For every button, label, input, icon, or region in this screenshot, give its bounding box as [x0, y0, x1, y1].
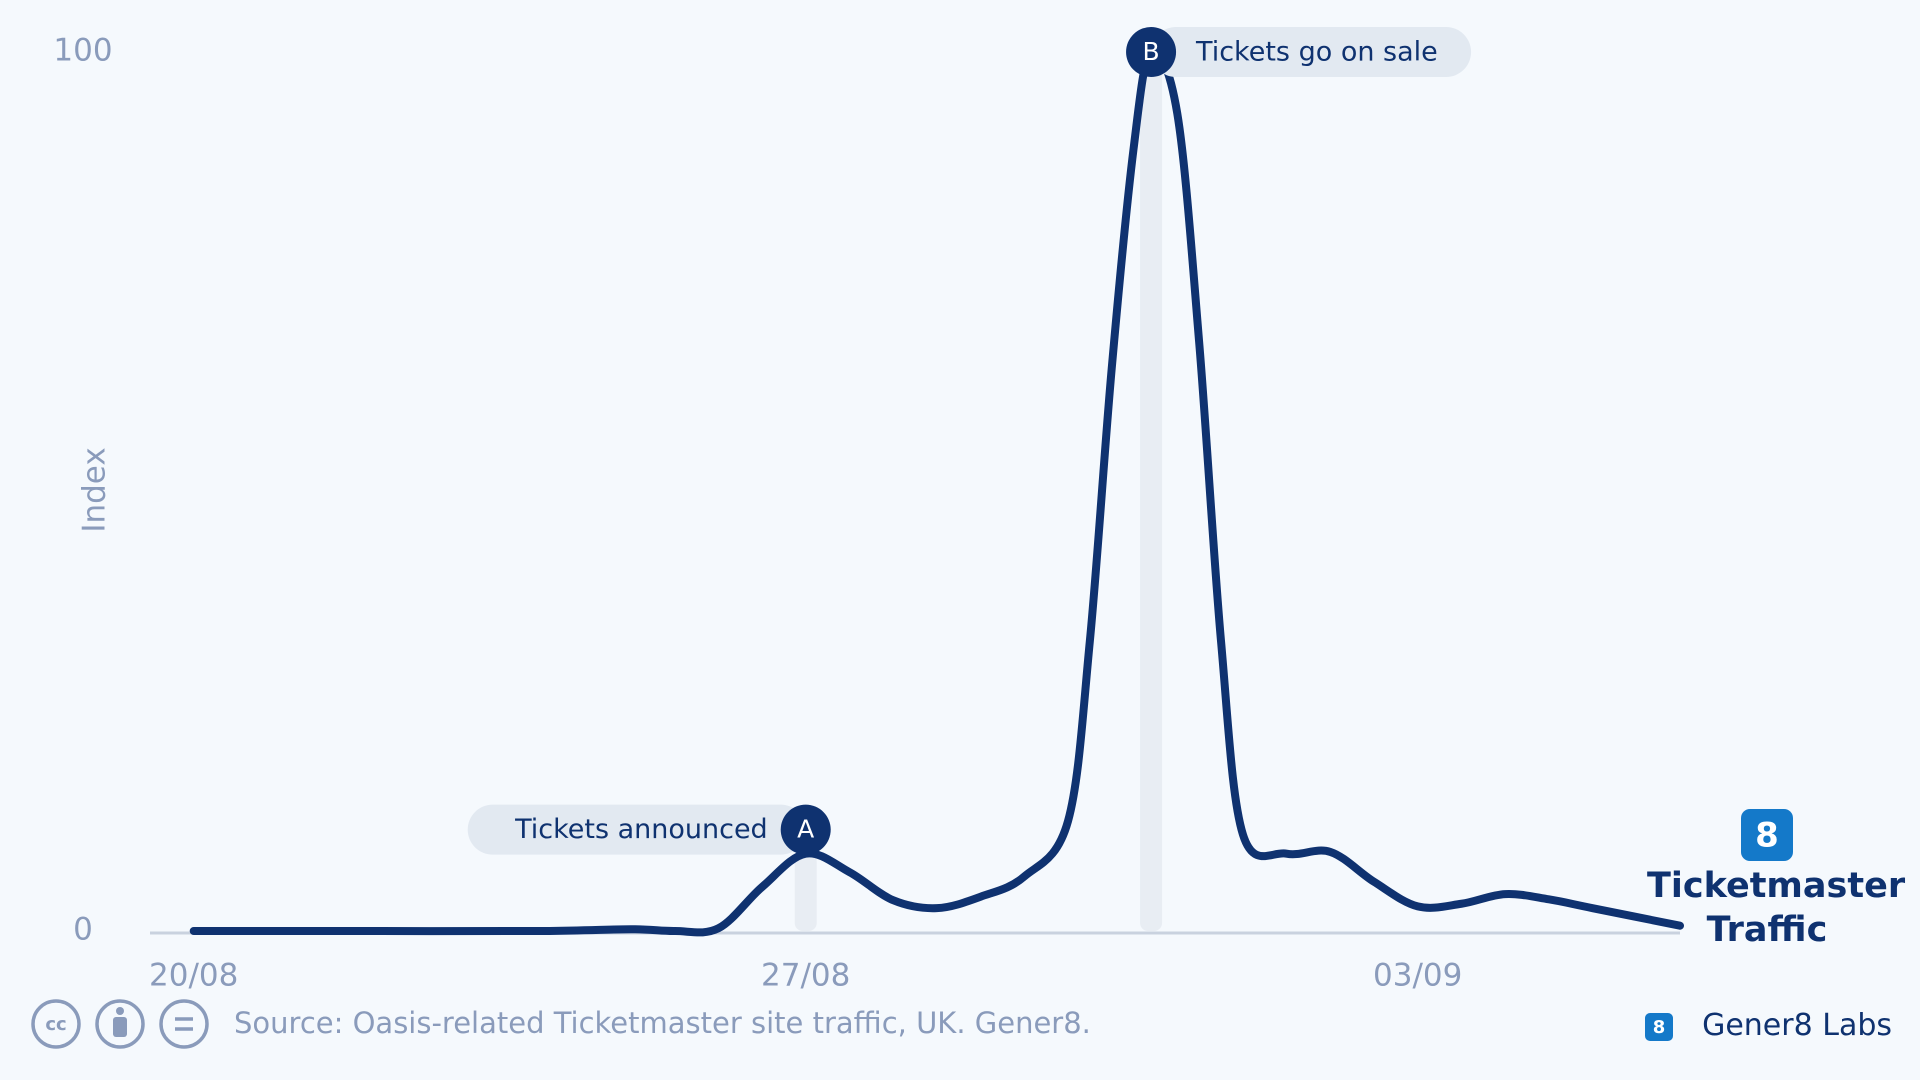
annotation-marker: [1126, 27, 1177, 77]
highlight-band: [1140, 52, 1163, 931]
annotation-text: Tickets announced: [514, 814, 768, 845]
annotation-letter: A: [797, 815, 814, 844]
annotation-text: Tickets go on sale: [1195, 37, 1438, 68]
svg-text:8: 8: [1653, 1017, 1666, 1038]
x-tick-label: 27/08: [761, 958, 850, 994]
y-tick-label: 100: [53, 33, 112, 69]
cc-icons: cc: [31, 999, 209, 1049]
annotation-letter: B: [1142, 37, 1159, 66]
line: [189, 46, 1684, 937]
annotation-pill: [1151, 27, 1472, 77]
annotation: Tickets announced A: [467, 804, 831, 855]
source: Source: Oasis-related Ticketmaster site …: [234, 1006, 1091, 1040]
x-tick-label: 03/09: [1373, 958, 1462, 994]
highlight-band: [794, 853, 817, 931]
x-tick-label: 20/08: [149, 958, 238, 994]
series-label: Ticketmaster Traffic: [1647, 866, 1906, 950]
annotation-pill: [467, 804, 806, 855]
brand: Gener8 Labs: [1702, 1008, 1892, 1043]
y-axis-label: Index: [77, 447, 113, 532]
annotation: Tickets go on sale B: [1126, 27, 1472, 77]
logo-icon: 8 8: [1645, 809, 1793, 1041]
annotation-marker: [780, 804, 831, 855]
svg-text:8: 8: [1755, 816, 1779, 856]
svg-text:cc: cc: [45, 1014, 66, 1035]
y-tick-label: 0: [73, 912, 93, 948]
